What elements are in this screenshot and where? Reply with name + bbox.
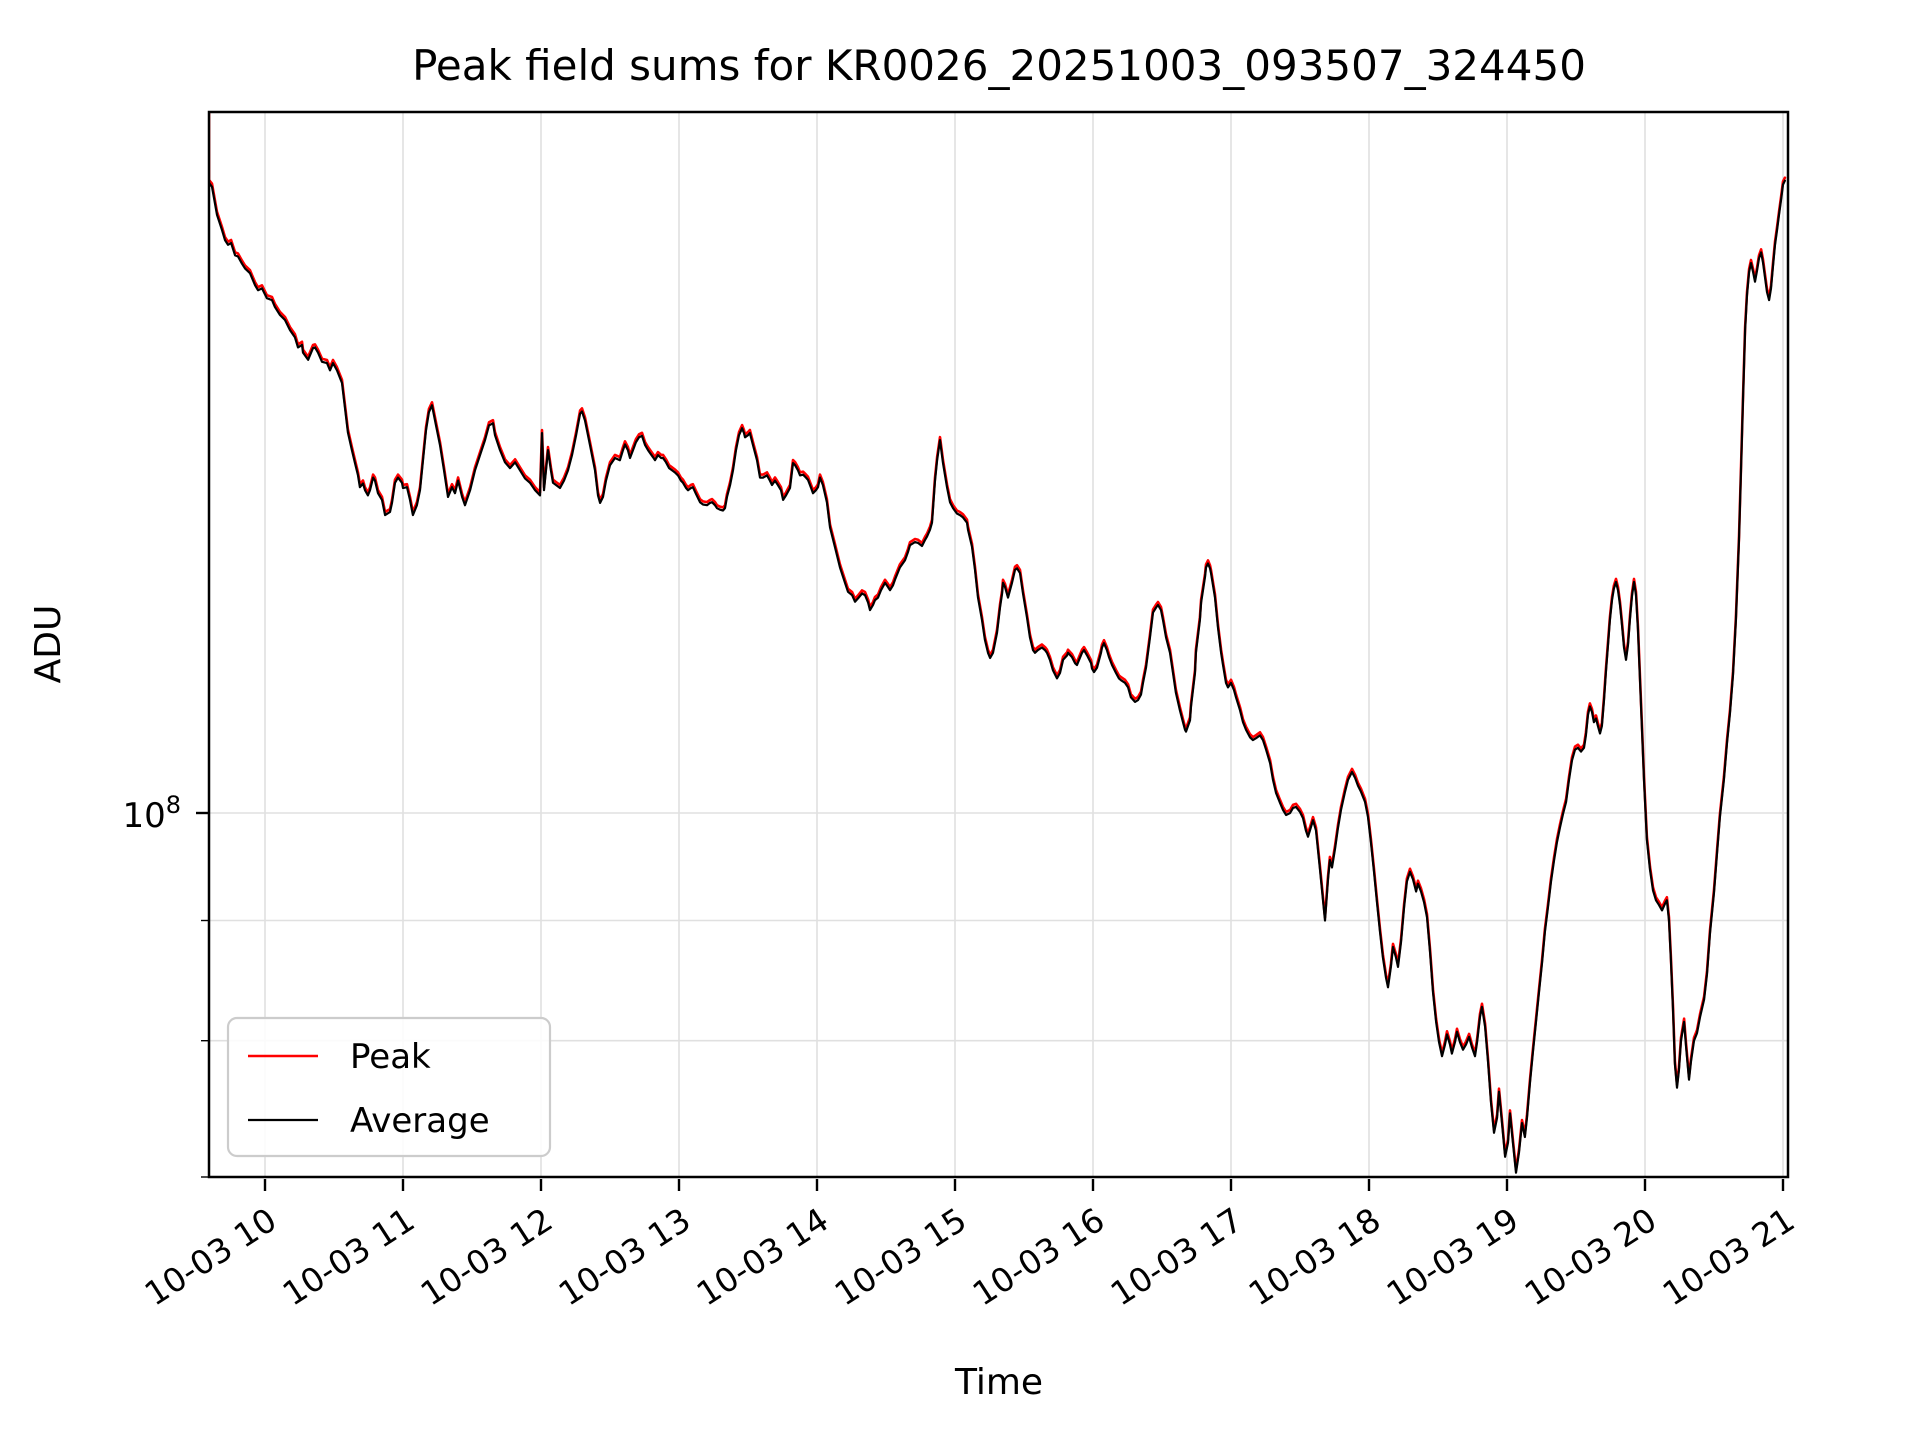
peak-line <box>209 112 1787 1171</box>
x-tick-label: 10-03 16 <box>966 1200 1112 1314</box>
x-tick-label: 10-03 19 <box>1380 1200 1526 1314</box>
legend-peak-label: Peak <box>350 1037 431 1077</box>
y-tick-exponent: 8 <box>166 791 181 819</box>
x-tick-label: 10-03 14 <box>690 1200 836 1314</box>
x-tick-label: 10-03 17 <box>1104 1200 1250 1314</box>
x-tick-label: 10-03 13 <box>552 1200 698 1314</box>
x-axis-label: Time <box>954 1362 1043 1403</box>
x-tick-label: 10-03 11 <box>276 1200 422 1314</box>
average-line <box>209 179 1786 1174</box>
grid-layer <box>210 113 1787 1176</box>
x-tick-label: 10-03 12 <box>414 1200 560 1314</box>
legend-box <box>226 1016 552 1158</box>
y-tick-label: 108 <box>122 791 181 836</box>
legend-average-label: Average <box>350 1101 490 1141</box>
series-layer <box>209 112 1787 1174</box>
x-tick-label: 10-03 15 <box>828 1200 974 1314</box>
x-tick-label: 10-03 20 <box>1518 1200 1664 1314</box>
x-tick-label: 10-03 21 <box>1656 1200 1802 1314</box>
y-tick-base: 10 <box>122 796 165 836</box>
x-tick-label: 10-03 10 <box>138 1200 284 1314</box>
legend: Peak Average <box>226 1016 552 1158</box>
plot-border <box>207 110 1790 1179</box>
y-axis-label: ADU <box>28 605 69 684</box>
x-tick-label: 10-03 18 <box>1242 1200 1388 1314</box>
chart-title: Peak field sums for KR0026_20251003_0935… <box>412 41 1586 90</box>
